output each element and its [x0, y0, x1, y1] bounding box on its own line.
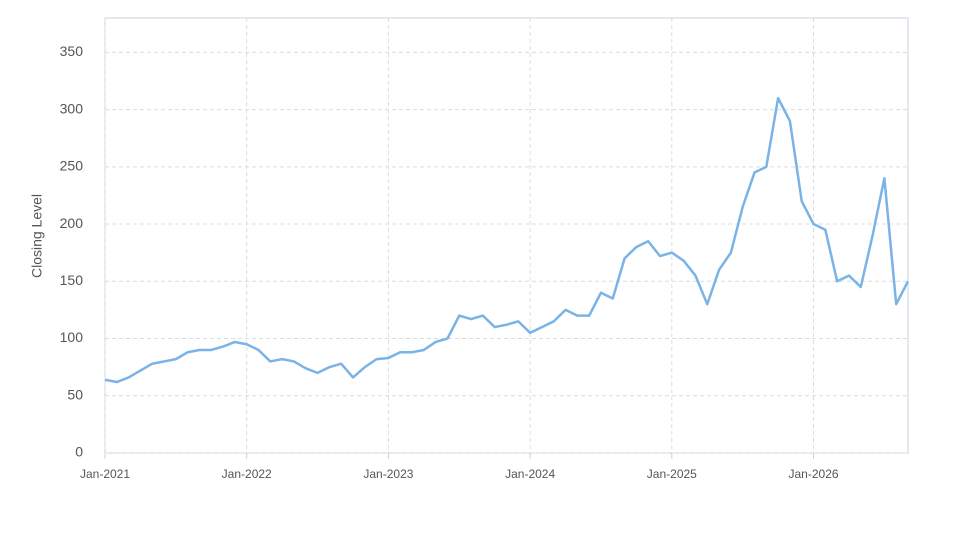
x-tick-label: Jan-2022 [222, 467, 272, 481]
y-axis-label: Closing Level [29, 194, 45, 278]
line-series [104, 96, 910, 384]
y-tick-label: 50 [67, 386, 83, 402]
y-tick-label: 250 [60, 158, 84, 174]
x-tick-label: Jan-2021 [80, 467, 130, 481]
y-tick-label: 0 [75, 444, 83, 460]
y-tick-label: 200 [60, 215, 84, 231]
x-tick-label: Jan-2025 [647, 467, 697, 481]
y-tick-label: 100 [60, 329, 84, 345]
plot-frame [104, 17, 909, 454]
y-tick-label: 300 [60, 100, 84, 116]
x-tick-label: Jan-2026 [789, 467, 839, 481]
x-tick-label: Jan-2024 [505, 467, 555, 481]
y-tick-label: 150 [60, 272, 84, 288]
x-tick-label: Jan-2023 [363, 467, 413, 481]
y-tick-label: 350 [60, 43, 84, 59]
